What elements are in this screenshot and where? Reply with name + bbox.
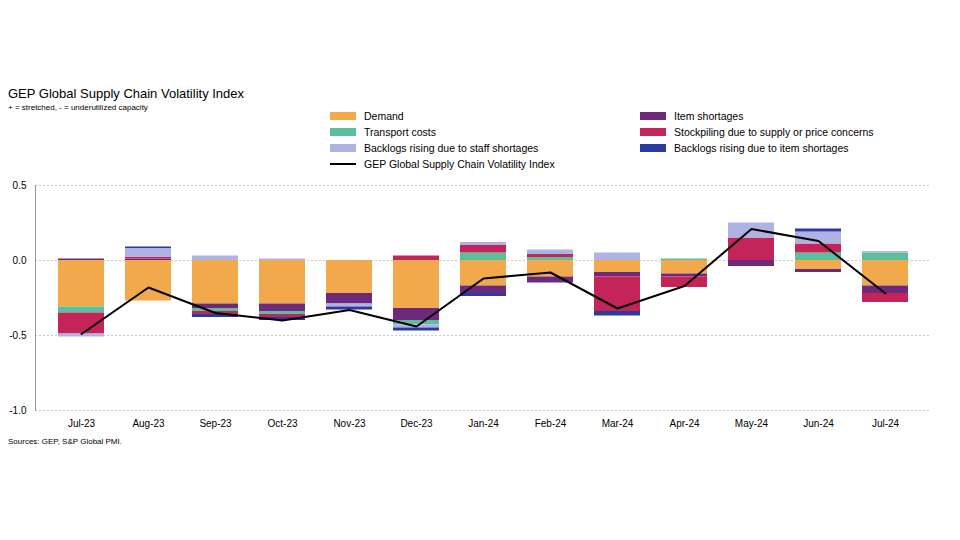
svg-text:Sep-23: Sep-23 — [199, 418, 232, 429]
svg-text:May-24: May-24 — [735, 418, 769, 429]
svg-text:Jun-24: Jun-24 — [803, 418, 834, 429]
svg-text:Apr-24: Apr-24 — [669, 418, 699, 429]
svg-text:Jul-24: Jul-24 — [872, 418, 900, 429]
html-text:Item shortages: Item shortages — [674, 110, 744, 122]
svg-text:-0.5: -0.5 — [9, 330, 27, 341]
html-text:Backlogs rising due to item sh: Backlogs rising due to item shortages — [674, 142, 849, 154]
svg-text:Aug-23: Aug-23 — [132, 418, 165, 429]
html-text:GEP Global Supply Chain Volati: GEP Global Supply Chain Volatility Index — [364, 158, 555, 170]
svg-text:Nov-23: Nov-23 — [333, 418, 366, 429]
html-text:Sources: GEP, S&P Global PMI.: Sources: GEP, S&P Global PMI. — [8, 437, 122, 446]
html-text:Backlogs rising due to staff s: Backlogs rising due to staff shortages — [364, 142, 539, 154]
svg-text:Feb-24: Feb-24 — [535, 418, 567, 429]
html-text:Demand: Demand — [364, 110, 404, 122]
svg-text:Dec-23: Dec-23 — [400, 418, 433, 429]
svg-text:-1.0: -1.0 — [9, 405, 27, 416]
svg-text:0.5: 0.5 — [13, 180, 27, 191]
svg-text:Oct-23: Oct-23 — [267, 418, 297, 429]
svg-text:0.0: 0.0 — [13, 255, 27, 266]
svg-text:Jul-23: Jul-23 — [68, 418, 96, 429]
svg-text:Jan-24: Jan-24 — [468, 418, 499, 429]
html-text:+ = stretched, - = underutiliz: + = stretched, - = underutilized capacit… — [8, 103, 148, 112]
html-text:GEP Global Supply Chain Volati: GEP Global Supply Chain Volatility Index — [8, 86, 245, 101]
svg-text:Mar-24: Mar-24 — [602, 418, 634, 429]
html-text:Transport costs: Transport costs — [364, 126, 436, 138]
html-text:Stockpiling due to supply or p: Stockpiling due to supply or price conce… — [674, 126, 874, 138]
